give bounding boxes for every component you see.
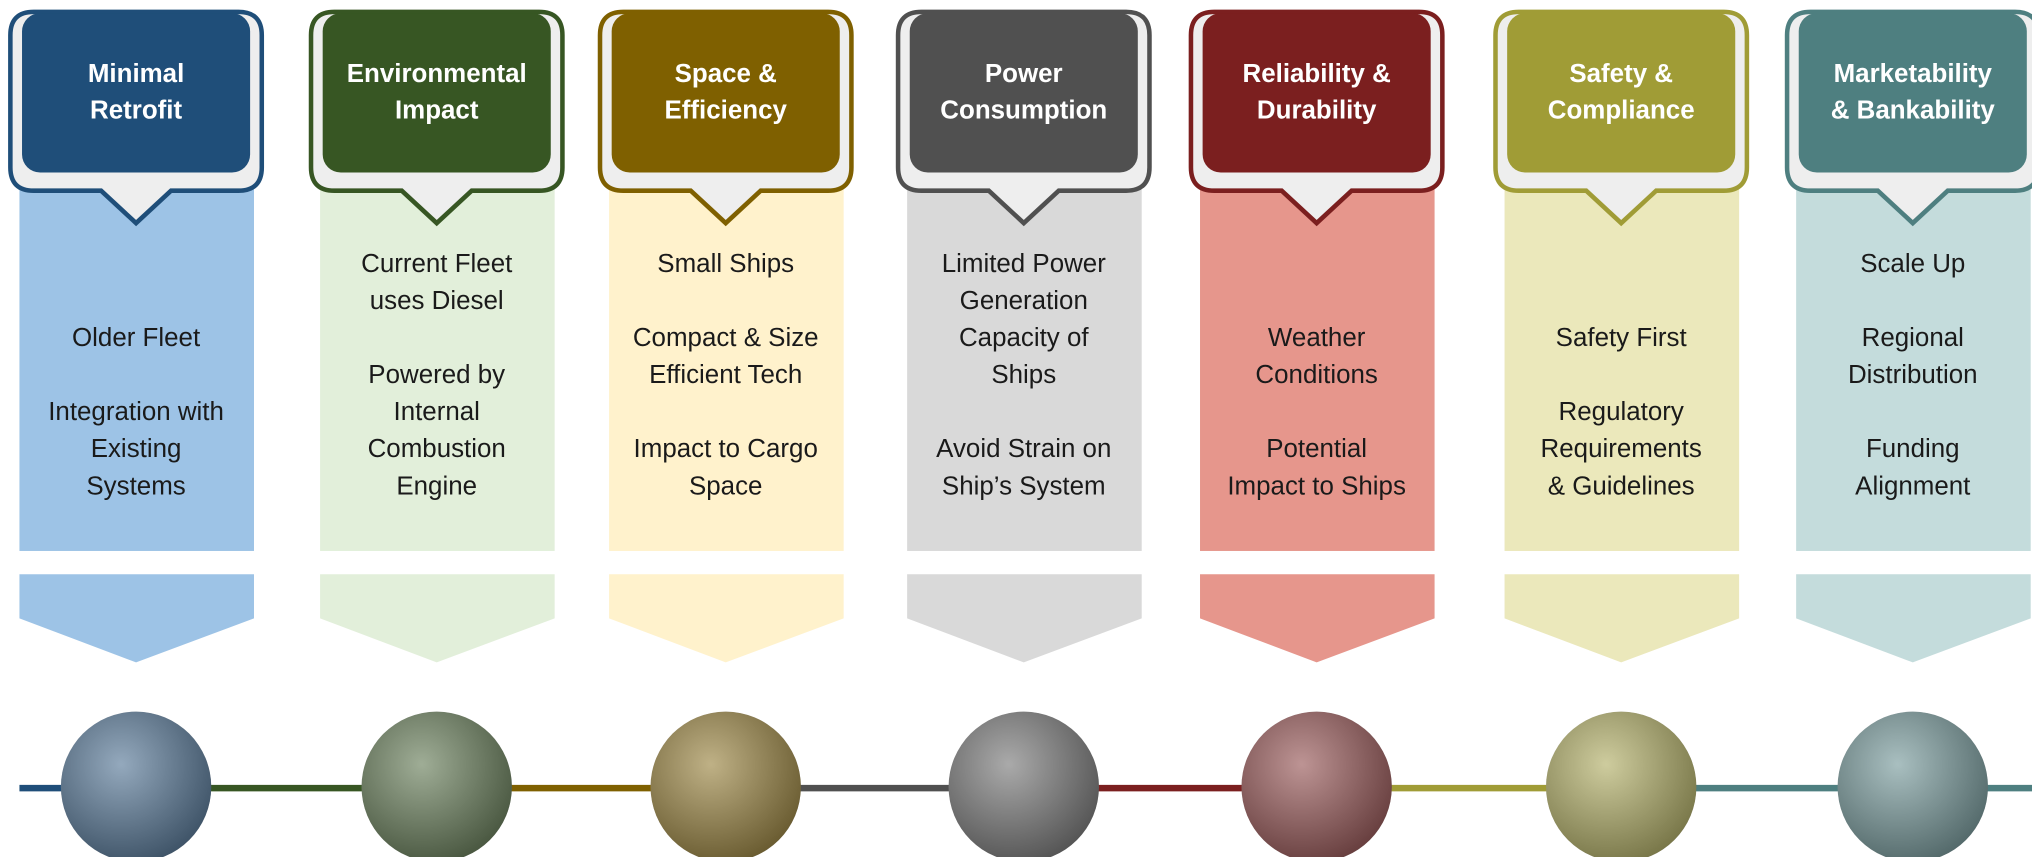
- column-item: Ships: [991, 361, 1056, 389]
- column-item: Distribution: [1848, 361, 1978, 389]
- column-item: Scale Up: [1860, 250, 1965, 278]
- column-item: Integration with: [48, 398, 224, 426]
- header-box: [1799, 13, 2027, 172]
- chevron: [320, 574, 555, 662]
- column-title: Efficiency: [665, 96, 788, 124]
- column-item: Alignment: [1855, 472, 1971, 500]
- chevron: [609, 574, 844, 662]
- header-box: [1507, 13, 1735, 172]
- page: Minimal Retrofit Older Fleet Integration wi…: [0, 0, 2032, 857]
- column-item: Systems: [86, 472, 185, 500]
- column-title: Impact: [395, 96, 479, 124]
- header-box: [612, 13, 840, 172]
- column-title: Durability: [1257, 96, 1377, 124]
- column-item: Combustion: [368, 435, 506, 463]
- column-title: Power: [985, 60, 1063, 88]
- column-item: Engine: [396, 472, 477, 500]
- column-title: Marketability: [1834, 60, 1993, 88]
- photo-tint: [651, 712, 801, 857]
- column-item: Regulatory: [1559, 398, 1684, 426]
- column-item: Safety First: [1556, 324, 1688, 352]
- chevron: [1796, 574, 2031, 662]
- column-item: Regional: [1862, 324, 1964, 352]
- photo-tint: [1838, 712, 1988, 857]
- column-item: Current Fleet: [361, 250, 513, 278]
- column-title: Retrofit: [90, 96, 182, 124]
- column-title: Minimal: [88, 60, 184, 88]
- column-item: Efficient Tech: [649, 361, 802, 389]
- column-item: Funding: [1866, 435, 1960, 463]
- photo-tint: [1241, 712, 1391, 857]
- column-item: Potential: [1266, 435, 1367, 463]
- chevron: [19, 574, 254, 662]
- header-box: [1203, 13, 1431, 172]
- chevron: [907, 574, 1142, 662]
- column-item: Generation: [960, 287, 1088, 315]
- column-title: Reliability &: [1243, 60, 1391, 88]
- column-item: Existing: [91, 435, 182, 463]
- column-title: Safety &: [1569, 60, 1673, 88]
- column-title: Consumption: [940, 96, 1107, 124]
- column-title: Space &: [675, 60, 777, 88]
- column-item: uses Diesel: [370, 287, 504, 315]
- chevron: [1200, 574, 1435, 662]
- column-item: Internal: [394, 398, 480, 426]
- photo-tint: [61, 712, 211, 857]
- chevron: [1505, 574, 1740, 662]
- photo-tint: [1546, 712, 1696, 857]
- photo-tint: [362, 712, 512, 857]
- column-item: Weather: [1268, 324, 1366, 352]
- header-box: [22, 13, 250, 172]
- column-item: Capacity of: [959, 324, 1089, 352]
- column-item: Older Fleet: [72, 324, 201, 352]
- column-item: & Guidelines: [1548, 472, 1695, 500]
- column-title: Compliance: [1548, 96, 1695, 124]
- column-item: Ship’s System: [942, 472, 1106, 500]
- column-item: Requirements: [1541, 435, 1702, 463]
- column-item: Conditions: [1255, 361, 1377, 389]
- column-item: Impact to Ships: [1227, 472, 1406, 500]
- diagram: Minimal Retrofit Older Fleet Integration wi…: [0, 0, 2032, 857]
- column-item: Small Ships: [657, 250, 794, 278]
- column-item: Impact to Cargo: [634, 435, 818, 463]
- header-box: [910, 13, 1138, 172]
- header-box: [323, 13, 551, 172]
- photo-tint: [949, 712, 1099, 857]
- column-item: Compact & Size: [633, 324, 819, 352]
- column-item: Avoid Strain on: [936, 435, 1111, 463]
- column-item: Limited Power: [942, 250, 1107, 278]
- column-title: Environmental: [347, 60, 527, 88]
- column-item: Powered by: [368, 361, 505, 389]
- column-title: & Bankability: [1831, 96, 1996, 124]
- column-item: Space: [689, 472, 762, 500]
